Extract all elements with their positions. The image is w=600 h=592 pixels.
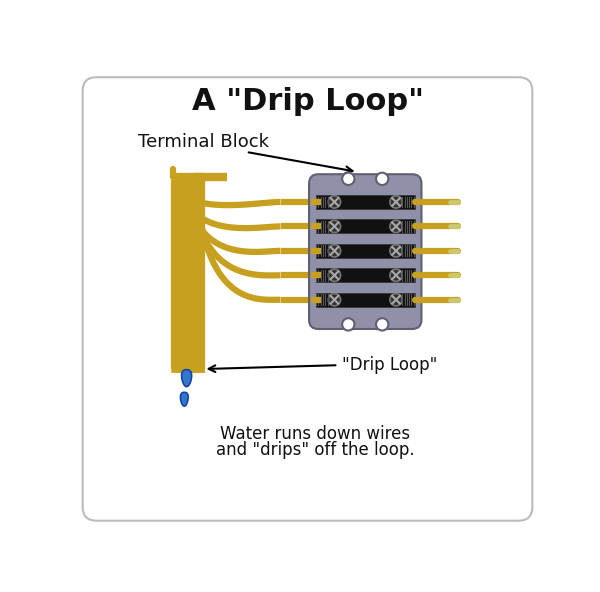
Circle shape [390, 196, 402, 208]
Bar [316, 244, 415, 258]
Bar [316, 195, 415, 209]
FancyBboxPatch shape [309, 174, 421, 329]
Bar [316, 293, 415, 307]
Bar [316, 220, 415, 233]
Circle shape [328, 220, 341, 233]
Circle shape [342, 173, 355, 185]
Circle shape [328, 294, 341, 306]
Circle shape [390, 269, 402, 281]
Polygon shape [182, 369, 191, 387]
Text: and "drips" off the loop.: and "drips" off the loop. [216, 441, 415, 459]
Text: Water runs down wires: Water runs down wires [220, 426, 410, 443]
Text: Terminal Block: Terminal Block [138, 133, 269, 151]
Circle shape [342, 318, 355, 330]
Text: A "Drip Loop": A "Drip Loop" [191, 86, 424, 115]
Circle shape [328, 244, 341, 257]
Polygon shape [181, 392, 188, 406]
Circle shape [390, 244, 402, 257]
Circle shape [328, 196, 341, 208]
Bar [316, 268, 415, 282]
Circle shape [328, 269, 341, 281]
Circle shape [390, 294, 402, 306]
FancyBboxPatch shape [83, 77, 532, 521]
Circle shape [376, 318, 388, 330]
Circle shape [376, 173, 388, 185]
Text: "Drip Loop": "Drip Loop" [342, 356, 437, 374]
Circle shape [390, 220, 402, 233]
